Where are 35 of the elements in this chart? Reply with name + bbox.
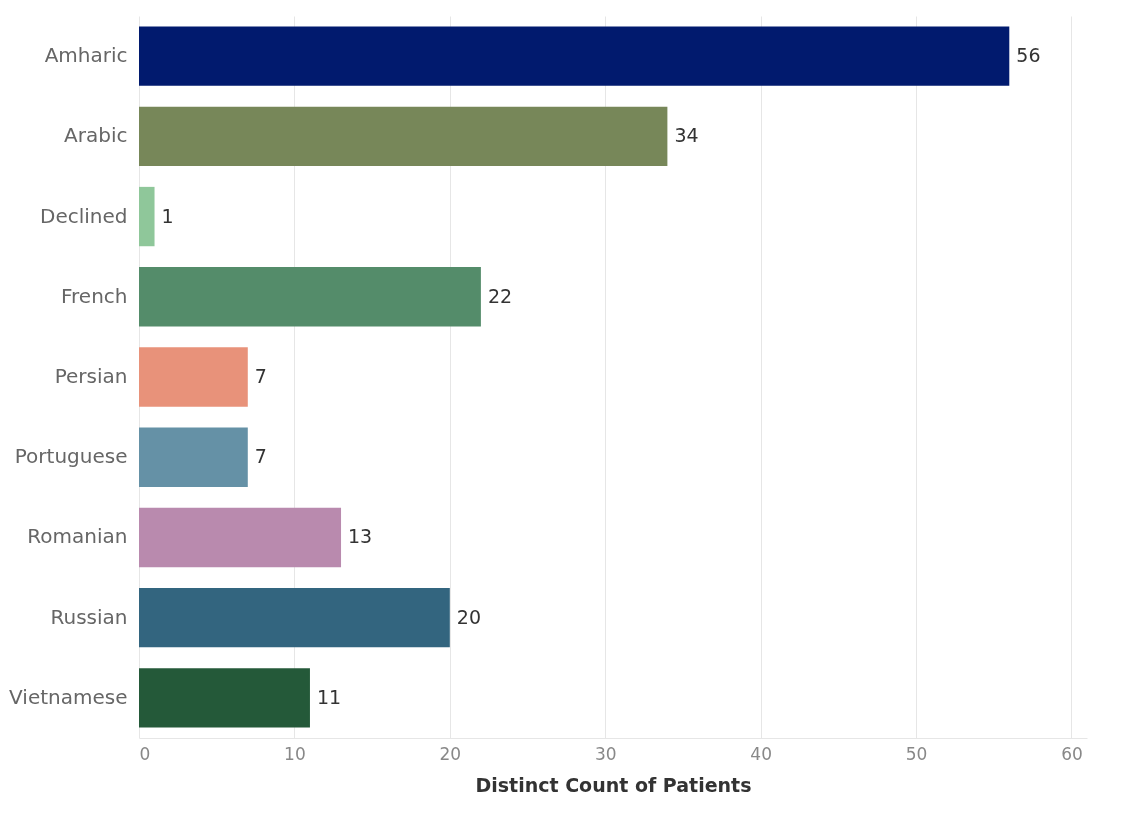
x-axis-title: Distinct Count of Patients [475, 773, 752, 796]
data-label: 22 [487, 284, 513, 307]
y-tick-label: Portuguese [14, 444, 128, 469]
bar [139, 347, 248, 407]
bar [139, 267, 481, 327]
bar [139, 587, 450, 648]
bar [139, 668, 310, 728]
y-tick-label: Romanian [27, 524, 128, 549]
data-label: 20 [456, 605, 482, 628]
data-label: 7 [254, 445, 267, 468]
data-label: 7 [254, 365, 267, 387]
x-tick-label: 20 [439, 743, 462, 764]
x-tick-label: 50 [905, 743, 928, 764]
x-tick-label: 0 [139, 743, 151, 764]
y-tick-label: French [61, 283, 128, 308]
y-tick-label: Amharic [44, 43, 128, 68]
bar [139, 186, 155, 247]
bar [139, 26, 1010, 86]
bar [139, 507, 342, 568]
y-tick-label: Vietnamese [9, 684, 128, 709]
data-label: 34 [674, 124, 699, 147]
x-tick-label: 10 [284, 743, 306, 764]
data-label: 11 [316, 685, 342, 708]
y-tick-label: Arabic [64, 123, 128, 148]
y-tick-label: Persian [54, 364, 128, 388]
y-tick-label: Declined [40, 203, 128, 228]
bar [139, 106, 668, 167]
data-label: 1 [161, 204, 174, 227]
x-tick-label: 30 [594, 743, 617, 764]
y-tick-label: Russian [50, 604, 128, 629]
data-label: 13 [348, 525, 373, 548]
bar [139, 427, 248, 487]
x-tick-label: 60 [1061, 743, 1083, 764]
data-label: 56 [1016, 44, 1041, 67]
x-tick-label: 40 [750, 743, 772, 764]
